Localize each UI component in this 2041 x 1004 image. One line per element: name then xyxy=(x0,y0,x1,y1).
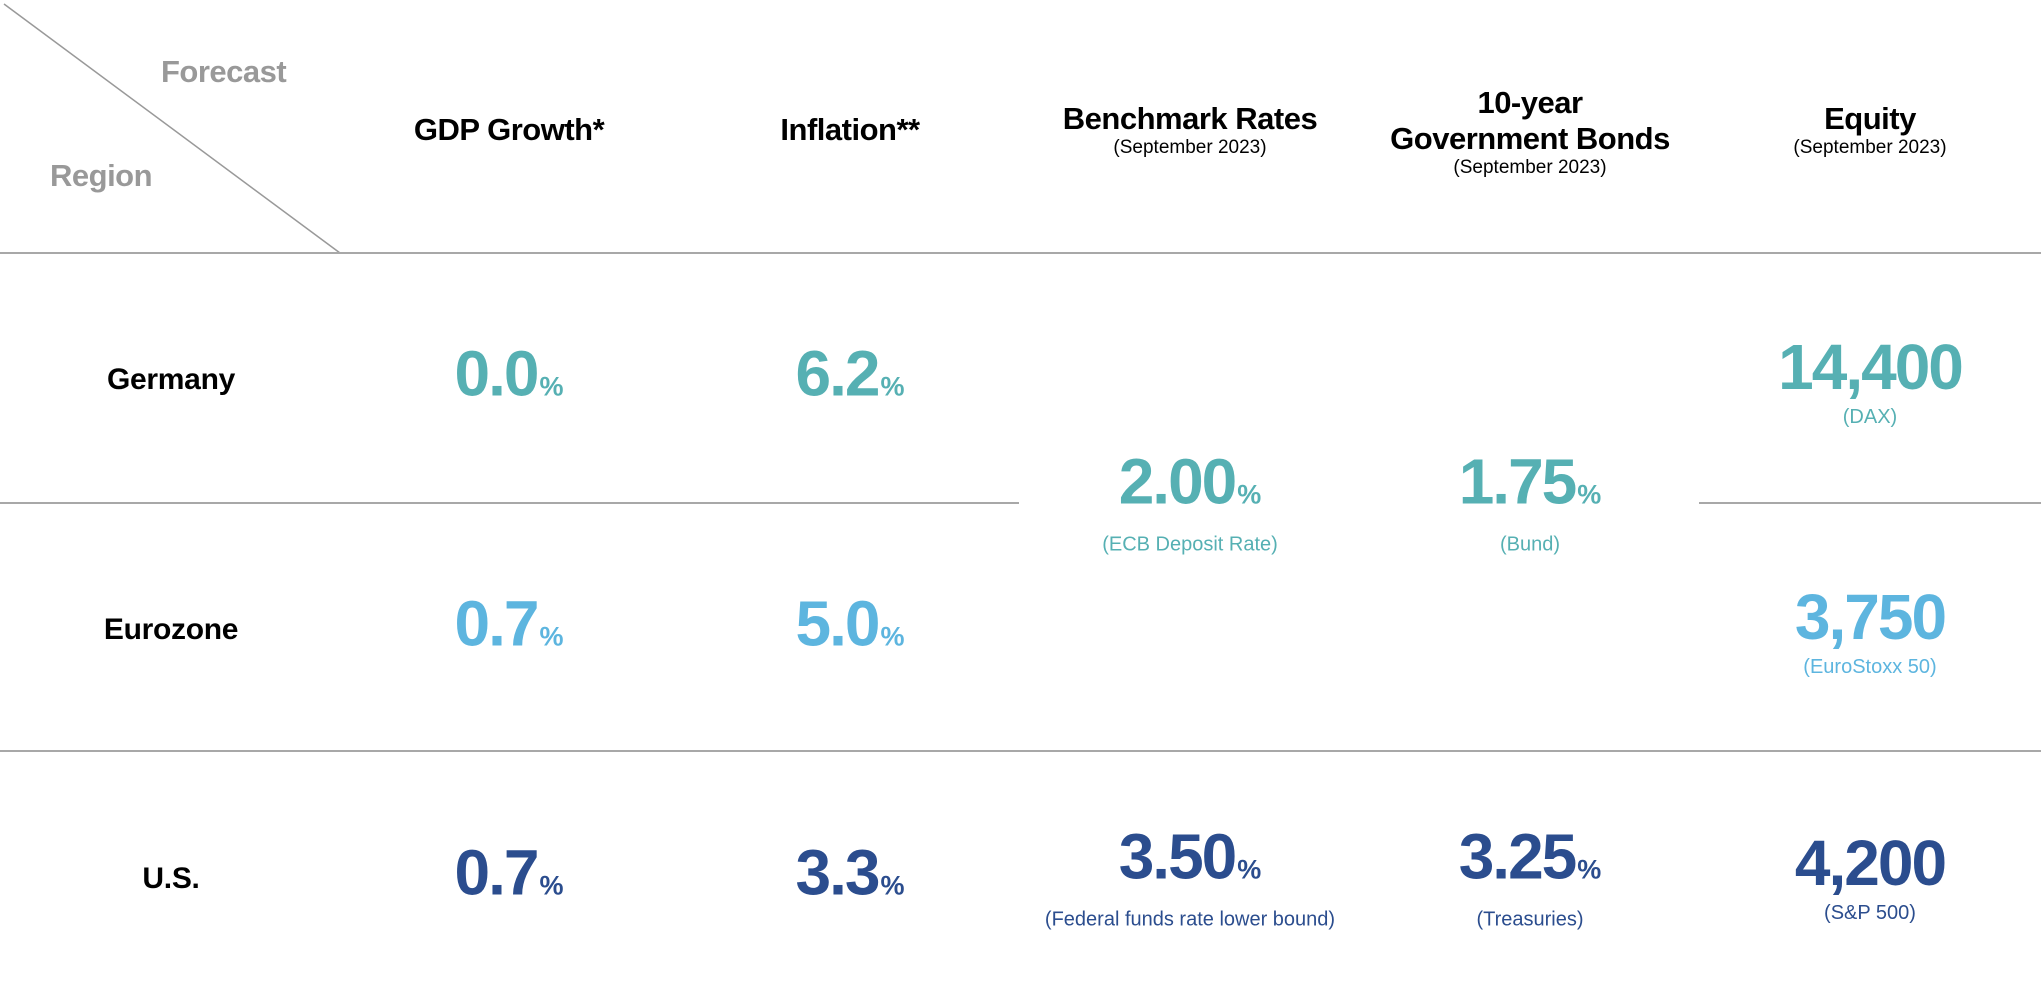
percent-sign: % xyxy=(880,371,905,402)
header-divider xyxy=(0,252,2041,254)
germany-inflation: 6.2% xyxy=(796,342,905,419)
value: 0.0 xyxy=(454,337,540,410)
value: 3.50 xyxy=(1118,820,1238,893)
percent-sign: % xyxy=(880,870,905,901)
rate-name: (Federal funds rate lower bound) xyxy=(1044,908,1336,931)
index-name: (S&P 500) xyxy=(1824,902,1916,924)
corner-forecast-label: Forecast xyxy=(161,54,287,89)
euro-benchmark-rate: 2.00% (ECB Deposit Rate) xyxy=(1102,450,1278,557)
value: 0.7 xyxy=(454,587,540,660)
region-us: U.S. xyxy=(142,862,200,895)
bond-name: (Bund) xyxy=(1499,533,1561,556)
row-divider-germany-left xyxy=(0,502,1019,504)
value: 0.7 xyxy=(454,836,540,909)
index-name: (DAX) xyxy=(1842,406,1898,428)
corner-diagonal xyxy=(3,3,341,254)
rate-name: (ECB Deposit Rate) xyxy=(1102,533,1278,556)
index-name: (EuroStoxx 50) xyxy=(1803,656,1937,678)
header-equity-subtitle: (September 2023) xyxy=(1793,137,1947,158)
value: 3.3 xyxy=(795,836,881,909)
row-divider-germany-right xyxy=(1699,502,2041,504)
region-eurozone: Eurozone xyxy=(103,613,239,646)
eurozone-equity: 3,750 (EuroStoxx 50) xyxy=(1794,581,1947,679)
us-gdp: 0.7% xyxy=(455,841,564,918)
us-bond-yield: 3.25% (Treasuries) xyxy=(1459,825,1602,932)
header-inflation: Inflation** xyxy=(780,112,920,147)
percent-sign: % xyxy=(539,621,564,652)
value: 5.0 xyxy=(795,587,881,660)
percent-sign: % xyxy=(1237,854,1262,885)
percent-sign: % xyxy=(1237,479,1262,510)
germany-gdp: 0.0% xyxy=(455,342,564,419)
us-benchmark-rate: 3.50% (Federal funds rate lower bound) xyxy=(1045,825,1335,932)
value: 1.75 xyxy=(1458,445,1578,518)
header-equity-title: Equity xyxy=(1824,101,1916,136)
us-equity: 4,200 (S&P 500) xyxy=(1794,827,1947,925)
header-bonds-title-2: Government Bonds xyxy=(1390,121,1670,156)
percent-sign: % xyxy=(1577,479,1602,510)
eurozone-inflation: 5.0% xyxy=(796,592,905,669)
header-benchmark-subtitle: (September 2023) xyxy=(1113,137,1267,158)
header-benchmark-title: Benchmark Rates xyxy=(1062,101,1318,136)
header-bonds-subtitle: (September 2023) xyxy=(1453,157,1607,178)
percent-sign: % xyxy=(539,870,564,901)
eurozone-gdp: 0.7% xyxy=(455,592,564,669)
value: 3,750 xyxy=(1794,581,1947,653)
euro-bond-yield: 1.75% (Bund) xyxy=(1459,450,1602,557)
row-divider-eurozone xyxy=(0,750,2041,752)
value: 3.25 xyxy=(1458,820,1578,893)
header-benchmark: Benchmark Rates (September 2023) xyxy=(1062,101,1318,159)
us-inflation: 3.3% xyxy=(796,841,905,918)
percent-sign: % xyxy=(1577,854,1602,885)
header-bonds: 10-year Government Bonds (September 2023… xyxy=(1390,85,1670,179)
germany-equity: 14,400 (DAX) xyxy=(1778,331,1964,429)
corner-region-label: Region xyxy=(50,158,153,193)
region-germany: Germany xyxy=(107,363,235,396)
value: 2.00 xyxy=(1118,445,1238,518)
value: 6.2 xyxy=(795,337,881,410)
percent-sign: % xyxy=(539,371,564,402)
value: 4,200 xyxy=(1794,827,1947,899)
bond-name: (Treasuries) xyxy=(1476,908,1584,931)
header-equity: Equity (September 2023) xyxy=(1793,101,1946,159)
header-gdp: GDP Growth* xyxy=(413,112,605,147)
header-bonds-title-1: 10-year xyxy=(1477,85,1583,120)
value: 14,400 xyxy=(1778,331,1964,403)
percent-sign: % xyxy=(880,621,905,652)
